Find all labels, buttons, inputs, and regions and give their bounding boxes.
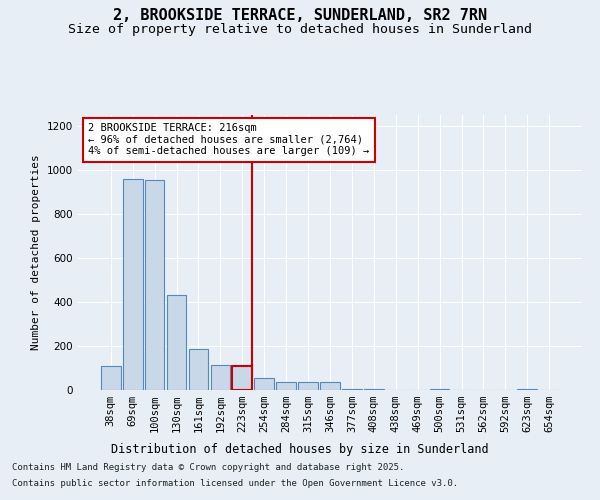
Text: Distribution of detached houses by size in Sunderland: Distribution of detached houses by size … (111, 442, 489, 456)
Bar (254, 378, 274, 390)
Bar (342, 389, 362, 390)
Bar (167, 296, 187, 390)
Bar (188, 350, 208, 390)
Text: 2 BROOKSIDE TERRACE: 216sqm
← 96% of detached houses are smaller (2,764)
4% of s: 2 BROOKSIDE TERRACE: 216sqm ← 96% of det… (88, 123, 370, 156)
Bar (145, 180, 164, 390)
Bar (298, 382, 318, 390)
Bar (276, 382, 296, 390)
Bar (211, 364, 230, 390)
Bar (232, 366, 252, 390)
Bar (517, 389, 537, 390)
Text: Contains HM Land Registry data © Crown copyright and database right 2025.: Contains HM Land Registry data © Crown c… (12, 464, 404, 472)
Bar (101, 366, 121, 390)
Bar (123, 179, 143, 390)
Bar (320, 382, 340, 390)
Y-axis label: Number of detached properties: Number of detached properties (31, 154, 41, 350)
Text: 2, BROOKSIDE TERRACE, SUNDERLAND, SR2 7RN: 2, BROOKSIDE TERRACE, SUNDERLAND, SR2 7R… (113, 8, 487, 22)
Text: Size of property relative to detached houses in Sunderland: Size of property relative to detached ho… (68, 22, 532, 36)
Text: Contains public sector information licensed under the Open Government Licence v3: Contains public sector information licen… (12, 478, 458, 488)
Bar (364, 389, 384, 390)
Bar (430, 389, 449, 390)
